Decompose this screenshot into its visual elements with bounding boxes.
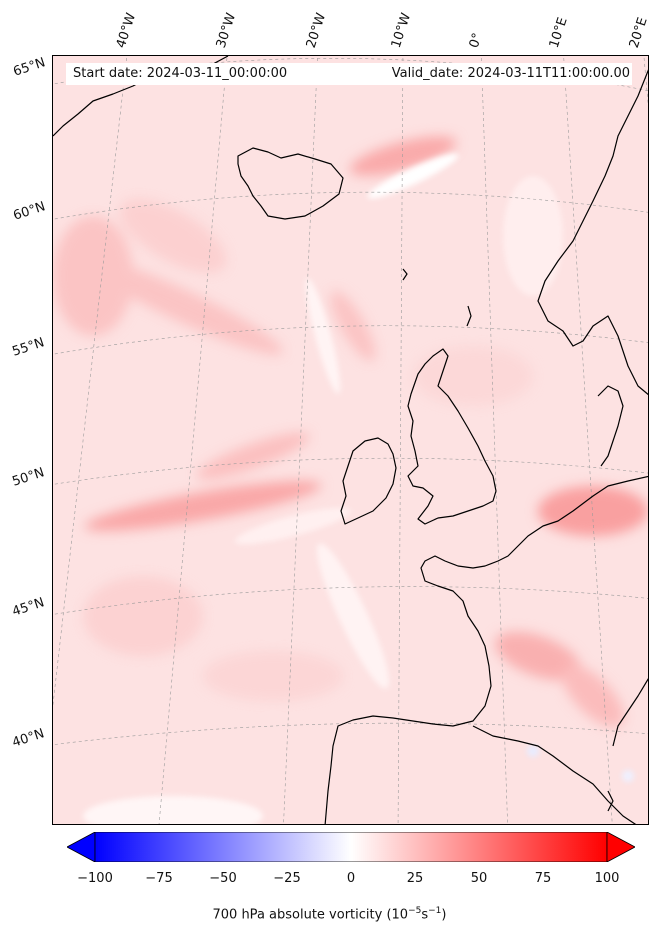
- vorticity-field-low: [83, 153, 634, 824]
- vorticity-field-base: [53, 56, 648, 824]
- lon-label-0: 0°: [466, 31, 486, 50]
- colorbar-label-suffix: ): [441, 907, 447, 923]
- colorbar-low-extend: [67, 832, 96, 862]
- lon-label-40w: 40°W: [113, 11, 140, 50]
- cbar-tick: 0: [346, 871, 356, 886]
- cbar-tick: 25: [406, 871, 424, 886]
- lat-label-40n: 40°N: [10, 726, 47, 751]
- cbar-tick: −75: [145, 871, 173, 886]
- valid-date-text: Valid_date: 2024-03-11T11:00:00.00: [391, 66, 630, 81]
- lon-label-10e: 10°E: [546, 15, 571, 51]
- vorticity-map: [53, 56, 648, 824]
- colorbar-label: 700 hPa absolute vorticity (10−5s−1): [0, 906, 659, 922]
- info-box: [66, 63, 632, 85]
- lat-label-60n: 60°N: [11, 199, 48, 224]
- colorbar-high-extend: [606, 832, 635, 862]
- map-panel: [52, 55, 649, 825]
- cbar-tick: 75: [534, 871, 552, 886]
- colorbar-label-prefix: 700 hPa absolute vorticity (10: [212, 907, 409, 923]
- cbar-tick: −25: [273, 871, 301, 886]
- lat-label-55n: 55°N: [10, 335, 47, 360]
- colorbar-label-exp2: −1: [428, 906, 442, 916]
- lat-label-45n: 45°N: [10, 595, 47, 620]
- colorbar: [67, 832, 635, 862]
- cbar-tick: −50: [209, 871, 237, 886]
- cbar-tick: −100: [77, 871, 113, 886]
- colorbar-label-mid: s: [421, 907, 429, 923]
- lon-label-20e: 20°E: [626, 15, 651, 51]
- lat-label-65n: 65°N: [11, 55, 48, 80]
- cbar-tick: 50: [470, 871, 488, 886]
- start-date-text: Start date: 2024-03-11_00:00:00: [73, 66, 288, 81]
- vorticity-field-features: [53, 136, 648, 728]
- lon-label-10w: 10°W: [388, 11, 415, 50]
- lon-label-20w: 20°W: [303, 11, 330, 50]
- colorbar-label-exp1: −5: [408, 906, 422, 916]
- lat-label-50n: 50°N: [10, 465, 47, 490]
- colorbar-gradient: [94, 832, 608, 862]
- cbar-tick: 100: [594, 871, 620, 886]
- lon-label-30w: 30°W: [213, 11, 240, 50]
